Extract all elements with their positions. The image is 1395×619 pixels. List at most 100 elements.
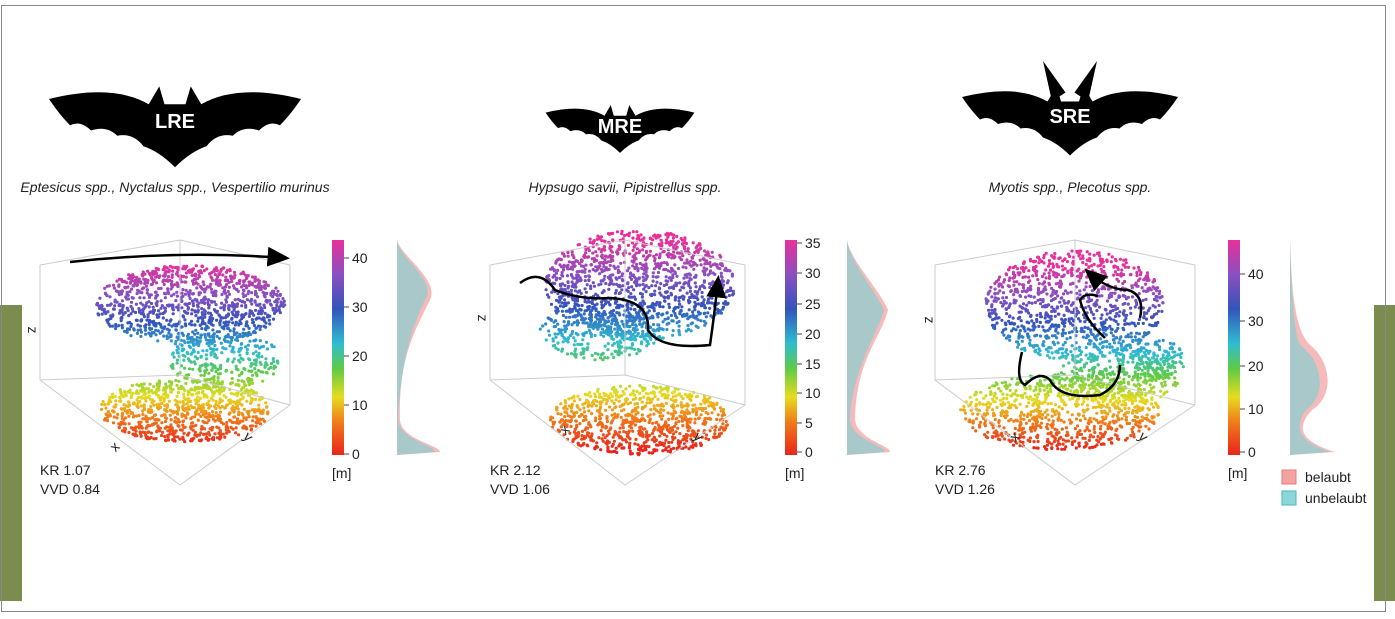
point	[103, 418, 106, 421]
point	[626, 325, 629, 328]
point	[156, 275, 159, 278]
point	[589, 395, 592, 398]
point	[139, 421, 142, 424]
point	[712, 436, 715, 439]
point	[191, 341, 194, 344]
point	[263, 292, 266, 295]
point	[563, 410, 566, 413]
point	[677, 299, 680, 302]
point	[564, 405, 567, 408]
point	[553, 344, 556, 347]
point	[633, 308, 636, 311]
point	[197, 419, 200, 422]
point	[593, 322, 596, 325]
point	[214, 303, 217, 306]
point	[602, 335, 605, 338]
point	[698, 244, 701, 247]
point	[1080, 327, 1083, 330]
point	[547, 329, 550, 332]
point	[220, 342, 223, 345]
point	[213, 379, 216, 382]
point	[603, 311, 606, 314]
point	[108, 414, 111, 417]
point	[237, 359, 240, 362]
point	[171, 270, 174, 273]
point	[132, 402, 135, 405]
point	[1078, 289, 1081, 292]
point	[594, 399, 597, 402]
point	[211, 279, 214, 282]
point	[241, 358, 244, 361]
point	[567, 340, 570, 343]
point	[229, 329, 232, 332]
point	[650, 391, 653, 394]
point	[147, 313, 150, 316]
point	[225, 421, 228, 424]
point	[619, 435, 622, 438]
point	[573, 261, 576, 264]
point	[559, 283, 562, 286]
point	[609, 328, 612, 331]
point	[642, 276, 645, 279]
point	[162, 316, 165, 319]
point	[226, 323, 229, 326]
point	[252, 415, 255, 418]
point	[217, 372, 220, 375]
point	[1084, 306, 1087, 309]
point	[685, 258, 688, 261]
point	[638, 452, 641, 455]
point	[586, 342, 589, 345]
point	[231, 400, 234, 403]
point	[165, 319, 168, 322]
point	[715, 418, 718, 421]
point	[195, 402, 198, 405]
point	[185, 303, 188, 306]
point	[691, 310, 694, 313]
point	[558, 296, 561, 299]
point	[577, 435, 580, 438]
point	[721, 279, 724, 282]
point	[725, 420, 728, 423]
point	[709, 429, 712, 432]
point	[240, 285, 243, 288]
point	[678, 331, 681, 334]
point	[150, 436, 153, 439]
point	[208, 304, 211, 307]
point	[283, 300, 286, 303]
point	[228, 413, 231, 416]
point	[573, 437, 576, 440]
point	[139, 302, 142, 305]
point	[694, 290, 697, 293]
point	[672, 414, 675, 417]
point	[583, 415, 586, 418]
point	[639, 233, 642, 236]
point	[728, 269, 731, 272]
point	[654, 284, 657, 287]
point	[1088, 253, 1091, 256]
point	[105, 319, 108, 322]
point	[643, 302, 646, 305]
point	[146, 437, 149, 440]
point	[563, 320, 566, 323]
point	[703, 298, 706, 301]
point	[655, 253, 658, 256]
point	[162, 398, 165, 401]
point	[191, 308, 194, 311]
point	[1051, 351, 1054, 354]
point	[190, 323, 193, 326]
point	[164, 420, 167, 423]
point	[573, 414, 576, 417]
point	[651, 316, 654, 319]
point	[148, 321, 151, 324]
point	[136, 289, 139, 292]
point	[562, 340, 565, 343]
point	[693, 421, 696, 424]
point	[104, 292, 107, 295]
point	[722, 413, 725, 416]
point	[573, 299, 576, 302]
point	[187, 357, 190, 360]
point	[176, 395, 179, 398]
point	[588, 270, 591, 273]
point	[539, 328, 542, 331]
point	[559, 277, 562, 280]
